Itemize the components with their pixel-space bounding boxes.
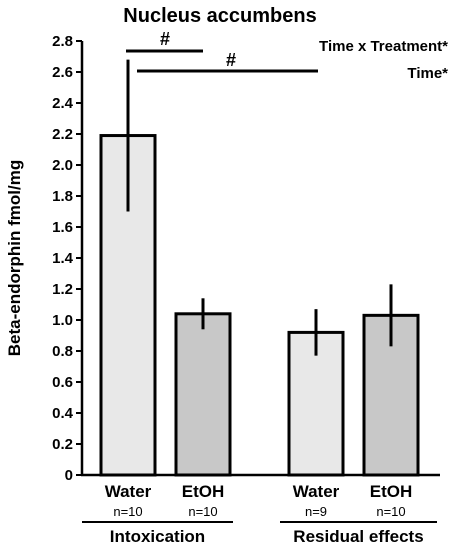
x-tick-label: Water	[105, 482, 152, 501]
annotation-time: Time*	[407, 65, 448, 82]
plot-area: 0 0.2 0.4 0.6 0.8 1.0 1.2 1.4 1.6 1.8 2.0 2.2 2.4 2.6…	[52, 29, 440, 546]
y-tick-label: 2.2	[52, 126, 73, 143]
y-tick-label: 0.4	[52, 405, 74, 422]
y-tick-label: 1.4	[52, 250, 74, 267]
y-axis-label: Beta-endorphin fmol/mg	[5, 160, 24, 356]
y-tick-label: 1.0	[52, 312, 73, 329]
annotation-interaction: Time x Treatment*	[319, 38, 448, 55]
significance-marker: #	[160, 29, 170, 49]
y-tick-label: 2.8	[52, 33, 73, 50]
y-tick-label: 2.4	[52, 95, 74, 112]
y-tick-label: 0.2	[52, 436, 73, 453]
y-tick-label: 1.6	[52, 219, 73, 236]
n-label: n=10	[376, 504, 405, 519]
y-tick-label: 2.0	[52, 157, 73, 174]
group-label: Intoxication	[110, 527, 205, 546]
y-tick-label: 1.2	[52, 281, 73, 298]
bar	[287, 330, 345, 477]
y-tick-label: 0	[65, 467, 73, 484]
group-label: Residual effects	[293, 527, 423, 546]
x-tick-label: EtOH	[182, 482, 225, 501]
n-label: n=10	[113, 504, 142, 519]
n-label: n=9	[305, 504, 327, 519]
n-label: n=10	[188, 504, 217, 519]
chart-title: Nucleus accumbens	[123, 5, 316, 27]
y-tick-label: 0.6	[52, 374, 73, 391]
y-tick-label: 1.8	[52, 188, 73, 205]
bar	[174, 312, 232, 477]
significance-marker: #	[226, 50, 236, 70]
x-tick-label: EtOH	[370, 482, 413, 501]
y-tick-label: 2.6	[52, 64, 73, 81]
x-tick-label: Water	[293, 482, 340, 501]
y-tick-label: 0.8	[52, 343, 73, 360]
